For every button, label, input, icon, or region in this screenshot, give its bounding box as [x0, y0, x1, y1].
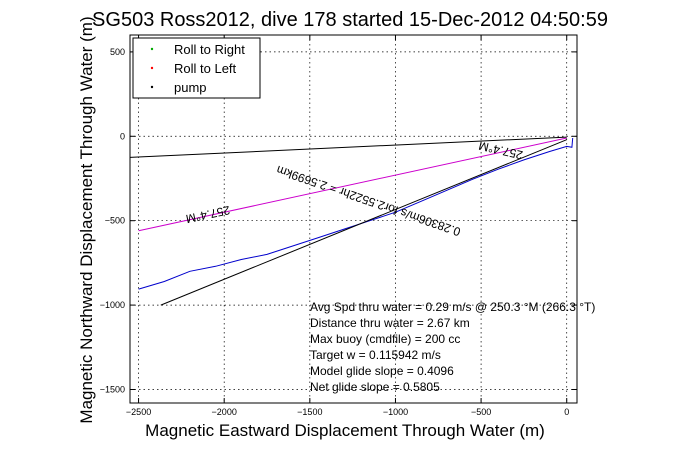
series-heading-line-1 [129, 136, 567, 158]
legend-label: pump [174, 80, 207, 95]
stats-block: Avg Spd thru water = 0.29 m/s @ 250.3 °M… [310, 300, 595, 394]
y-tick-label: −500 [105, 216, 125, 226]
y-tick-label: 500 [110, 47, 125, 57]
annotations: 257.4°M 257.4°M 0.28306m/s for2.5522hr = 2… [185, 138, 525, 239]
x-tick-label: −1000 [383, 407, 408, 417]
series-heading-line-2 [160, 139, 567, 306]
x-tick-label: −500 [471, 407, 491, 417]
stats-line: Target w = 0.115942 m/s [310, 348, 441, 362]
series-group [129, 136, 574, 306]
legend-marker [150, 66, 154, 70]
chart-title: SG503 Ross2012, dive 178 started 15-Dec-… [92, 9, 608, 31]
stats-line: Model glide slope = 0.4096 [310, 364, 454, 378]
legend-label: Roll to Right [174, 42, 245, 57]
plot-frame [129, 34, 578, 404]
track-annotation: 0.28306m/s for2.5522hr = 2.5699km [275, 163, 463, 239]
stats-line: Distance thru water = 2.67 km [310, 316, 470, 330]
legend-label: Roll to Left [174, 61, 237, 76]
y-tick-label: −1500 [100, 384, 125, 394]
stats-line: Max buoy (cmdfile) = 200 cc [310, 332, 460, 346]
y-tick-label: 0 [120, 131, 125, 141]
y-axis-label: Magnetic Northward Displacement Through … [77, 16, 96, 423]
track-annotation: 257.4°M [185, 203, 232, 226]
x-tick-label: −1500 [297, 407, 322, 417]
series-glider-track [138, 137, 574, 290]
y-tick-label: −1000 [100, 300, 125, 310]
x-tick-label: −2000 [212, 407, 237, 417]
series-surface-track [138, 137, 567, 232]
legend-box [132, 37, 261, 99]
legend-marker [150, 47, 154, 51]
axis-ticks: −2500 −2000 −1500 −1000 −500 0 −1500 −1000 −500 0… [100, 35, 577, 417]
legend: Roll to Right Roll to Left pump [132, 37, 261, 99]
grid [130, 35, 577, 403]
legend-marker [150, 85, 154, 89]
stats-line: Avg Spd thru water = 0.29 m/s @ 250.3 °M… [310, 300, 595, 314]
track-annotation: 257.4°M [477, 138, 524, 162]
x-axis-label: Magnetic Eastward Displacement Through W… [145, 421, 545, 440]
stats-line: Net glide slope = 0.5805 [310, 380, 440, 394]
x-tick-label: 0 [564, 407, 569, 417]
x-tick-label: −2500 [126, 407, 151, 417]
